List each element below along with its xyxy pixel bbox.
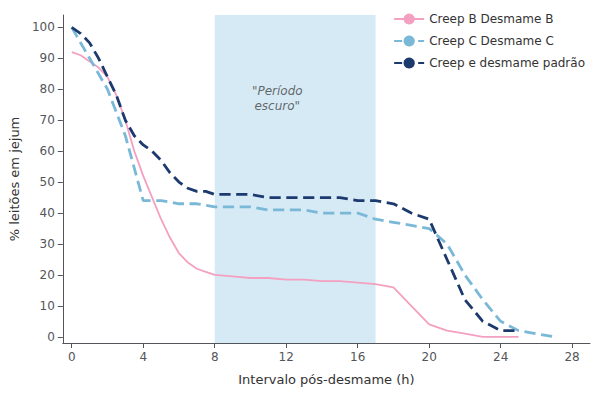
svg-text:0: 0 bbox=[68, 350, 76, 364]
svg-text:escuro": escuro" bbox=[254, 99, 300, 113]
svg-text:12: 12 bbox=[279, 350, 294, 364]
svg-text:20: 20 bbox=[40, 268, 55, 282]
svg-text:60: 60 bbox=[40, 144, 55, 158]
svg-text:Intervalo pós-desmame (h): Intervalo pós-desmame (h) bbox=[238, 372, 414, 387]
svg-text:% leitões em jejum: % leitões em jejum bbox=[7, 117, 22, 242]
svg-text:16: 16 bbox=[350, 350, 365, 364]
svg-text:0: 0 bbox=[47, 330, 55, 344]
svg-text:80: 80 bbox=[40, 82, 55, 96]
svg-text:70: 70 bbox=[40, 113, 55, 127]
svg-text:40: 40 bbox=[40, 206, 55, 220]
svg-text:Creep C Desmame C: Creep C Desmame C bbox=[429, 34, 554, 48]
svg-text:10: 10 bbox=[40, 299, 55, 313]
svg-text:20: 20 bbox=[422, 350, 437, 364]
svg-text:8: 8 bbox=[211, 350, 219, 364]
svg-text:24: 24 bbox=[493, 350, 508, 364]
svg-text:100: 100 bbox=[32, 20, 55, 34]
svg-text:28: 28 bbox=[564, 350, 579, 364]
svg-text:90: 90 bbox=[40, 51, 55, 65]
svg-text:4: 4 bbox=[139, 350, 147, 364]
svg-text:"Período: "Período bbox=[252, 84, 303, 98]
svg-text:30: 30 bbox=[40, 237, 55, 251]
svg-text:Creep e desmame padrão: Creep e desmame padrão bbox=[429, 56, 585, 70]
svg-text:50: 50 bbox=[40, 175, 55, 189]
svg-text:Creep B Desmame B: Creep B Desmame B bbox=[429, 12, 553, 26]
